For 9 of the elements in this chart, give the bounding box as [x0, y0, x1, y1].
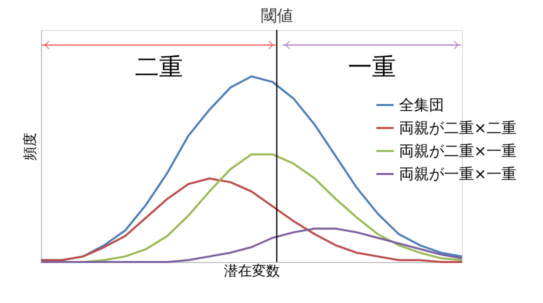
annotation: 二重 — [134, 53, 183, 81]
legend-label: 両親が二重×一重 — [399, 142, 517, 160]
annotation: 一重 — [348, 53, 396, 81]
y-axis-title: 頻度 — [22, 132, 38, 160]
chart-title: 閾値 — [260, 6, 293, 25]
legend-label: 両親が一重×一重 — [399, 165, 517, 183]
legend-label: 両親が二重×二重 — [399, 119, 517, 137]
legend-label: 全集団 — [399, 96, 444, 114]
x-axis-title: 潜在変数 — [224, 264, 280, 280]
